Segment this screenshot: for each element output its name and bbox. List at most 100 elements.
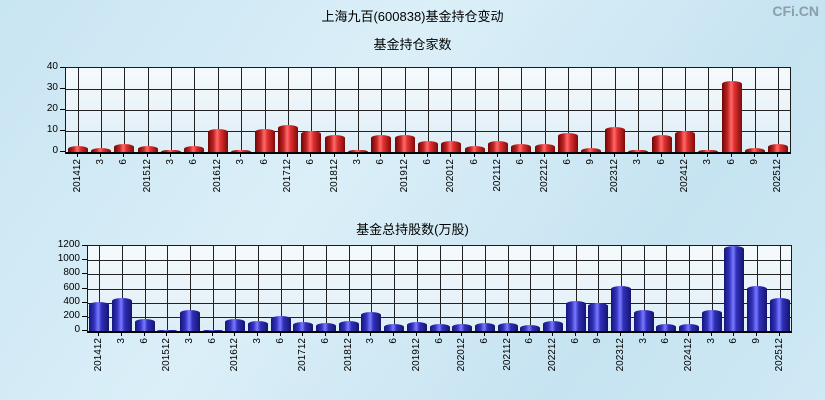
x-gridline	[644, 246, 645, 331]
y-axis-tick	[82, 259, 87, 260]
x-axis-tick	[779, 332, 780, 336]
x-gridline	[371, 246, 372, 331]
bar-201512	[138, 146, 158, 152]
bar-6	[511, 144, 531, 152]
y-tick-label: 800	[63, 267, 80, 278]
x-tick-label: 3	[365, 338, 376, 344]
x-tick-label: 3	[116, 338, 127, 344]
x-gridline	[265, 68, 266, 152]
x-tick-label: 202412	[683, 338, 694, 372]
bar-6	[255, 129, 275, 152]
bar-202212	[543, 321, 563, 331]
x-tick-label: 202112	[492, 159, 503, 192]
x-tick-label: 202212	[539, 159, 550, 193]
x-tick-label: 201512	[161, 338, 172, 372]
y-tick-label: 1200	[57, 239, 80, 250]
x-tick-label: 202012	[456, 338, 467, 372]
bar-201812	[325, 135, 345, 152]
x-gridline	[101, 68, 102, 152]
x-tick-label: 6	[524, 338, 535, 344]
bar-202412	[675, 131, 695, 152]
x-tick-label: 6	[515, 159, 526, 165]
x-gridline	[99, 246, 100, 331]
bar-9	[747, 286, 767, 331]
x-tick-label: 6	[188, 159, 199, 165]
bar-6	[371, 135, 391, 152]
x-axis-tick	[123, 153, 124, 157]
y-axis-tick	[82, 273, 87, 274]
x-gridline	[638, 68, 639, 152]
x-tick-label: 201412	[93, 338, 104, 372]
bar-201912	[395, 135, 415, 152]
x-gridline	[508, 246, 509, 331]
bar-201612	[225, 319, 245, 331]
bar-6	[135, 319, 155, 331]
bar-202312	[605, 127, 625, 152]
x-axis-tick	[404, 153, 405, 157]
x-axis-tick	[380, 153, 381, 157]
x-gridline	[145, 246, 146, 331]
x-tick-label: 6	[479, 338, 490, 344]
bar-201812	[339, 321, 359, 331]
fund-count-chart-title: 基金持仓家数	[373, 37, 452, 52]
x-axis-tick	[193, 153, 194, 157]
x-gridline	[708, 68, 709, 152]
x-tick-label: 201812	[343, 338, 354, 372]
x-gridline	[440, 246, 441, 331]
bar-202512	[770, 298, 790, 331]
x-tick-label: 9	[749, 159, 760, 165]
x-tick-label: 201712	[297, 338, 308, 372]
x-gridline	[475, 68, 476, 152]
x-gridline	[171, 68, 172, 152]
x-axis-tick	[520, 153, 521, 157]
x-tick-label: 202412	[679, 159, 690, 193]
x-gridline	[451, 68, 452, 152]
bar-9	[581, 148, 601, 152]
x-axis-tick	[121, 332, 122, 336]
bar-3	[112, 298, 132, 331]
x-tick-label: 201512	[142, 159, 153, 193]
x-axis-tick	[507, 332, 508, 336]
bar-202112	[498, 323, 518, 331]
x-gridline	[545, 68, 546, 152]
x-gridline	[235, 246, 236, 331]
x-axis-tick	[575, 332, 576, 336]
x-axis-tick	[217, 153, 218, 157]
x-gridline	[190, 246, 191, 331]
x-tick-label: 3	[702, 159, 713, 165]
x-tick-label: 6	[375, 159, 386, 165]
y-axis-tick	[60, 67, 65, 68]
x-tick-label: 3	[235, 159, 246, 165]
x-axis-tick	[614, 153, 615, 157]
x-axis-tick	[189, 332, 190, 336]
bar-6	[465, 146, 485, 152]
x-axis-tick	[665, 332, 666, 336]
x-tick-label: 201412	[72, 159, 83, 193]
bar-3	[91, 148, 111, 152]
bar-3	[231, 150, 251, 152]
x-gridline	[218, 68, 219, 152]
bar-6	[271, 316, 291, 331]
x-tick-label: 9	[585, 159, 596, 165]
x-axis-tick	[348, 332, 349, 336]
y-tick-label: 600	[63, 282, 80, 293]
bar-202412	[679, 324, 699, 331]
x-gridline	[689, 246, 690, 331]
x-tick-label: 6	[139, 338, 150, 344]
x-axis-tick	[393, 332, 394, 336]
bar-202312	[611, 286, 631, 331]
x-tick-label: 202512	[774, 338, 785, 372]
x-tick-label: 201912	[411, 338, 422, 372]
x-tick-label: 201612	[229, 338, 240, 372]
x-gridline	[358, 68, 359, 152]
x-axis-tick	[637, 153, 638, 157]
x-tick-label: 6	[562, 159, 573, 165]
bar-3	[628, 150, 648, 152]
bar-202112	[488, 141, 508, 152]
bar-201912	[407, 322, 427, 331]
x-axis-tick	[287, 153, 288, 157]
total-shares-chart-plot	[87, 245, 792, 333]
x-gridline	[462, 246, 463, 331]
x-gridline	[281, 246, 282, 331]
x-axis-tick	[684, 153, 685, 157]
